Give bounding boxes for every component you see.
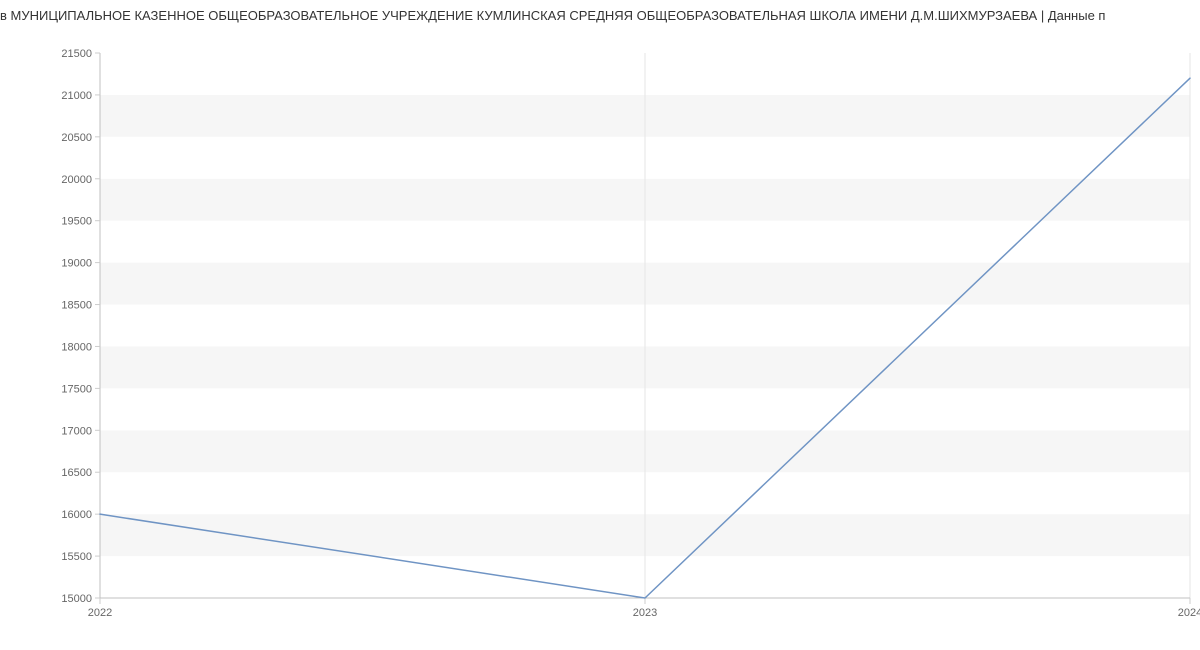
svg-text:16500: 16500 xyxy=(61,467,92,479)
chart-container: 15000 15500 16000 16500 17000 17500 18000 18500… xyxy=(0,23,1200,643)
svg-text:21500: 21500 xyxy=(61,48,92,60)
svg-text:18500: 18500 xyxy=(61,300,92,312)
svg-text:21000: 21000 xyxy=(61,90,92,102)
svg-text:15500: 15500 xyxy=(61,551,92,563)
svg-text:2023: 2023 xyxy=(633,607,657,619)
svg-text:15000: 15000 xyxy=(61,593,92,605)
svg-text:17500: 17500 xyxy=(61,383,92,395)
svg-text:16000: 16000 xyxy=(61,509,92,521)
svg-text:20000: 20000 xyxy=(61,174,92,186)
svg-text:18000: 18000 xyxy=(61,341,92,353)
svg-text:20500: 20500 xyxy=(61,132,92,144)
svg-text:17000: 17000 xyxy=(61,425,92,437)
line-chart: 15000 15500 16000 16500 17000 17500 18000 18500… xyxy=(0,23,1200,643)
chart-title: в МУНИЦИПАЛЬНОЕ КАЗЕННОЕ ОБЩЕОБРАЗОВАТЕЛ… xyxy=(0,0,1200,23)
svg-text:2024: 2024 xyxy=(1178,607,1200,619)
svg-text:19500: 19500 xyxy=(61,216,92,228)
svg-text:2022: 2022 xyxy=(88,607,112,619)
svg-text:19000: 19000 xyxy=(61,258,92,270)
